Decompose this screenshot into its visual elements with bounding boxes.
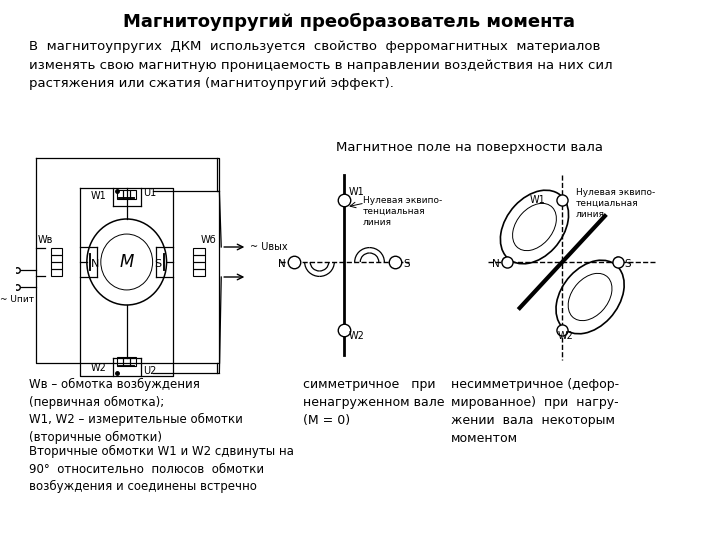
Bar (123, 356, 130, 366)
Text: ~ Uпит: ~ Uпит (0, 295, 35, 305)
Text: Магнитное поле на поверхности вала: Магнитное поле на поверхности вала (336, 141, 603, 154)
Text: W1: W1 (349, 187, 365, 197)
Text: U2: U2 (143, 366, 157, 376)
Bar (123, 190, 130, 199)
Bar (50, 269, 62, 276)
Text: Нулевая эквипо-
тенциальная
линия: Нулевая эквипо- тенциальная линия (576, 188, 655, 219)
Bar (50, 262, 62, 269)
Bar (130, 190, 137, 199)
Bar (117, 190, 123, 199)
Text: N: N (91, 259, 99, 269)
Text: W1: W1 (91, 191, 107, 201)
Text: Wв: Wв (37, 235, 53, 245)
Bar (50, 255, 62, 262)
Text: Нулевая эквипо-
тенциальная
линия: Нулевая эквипо- тенциальная линия (363, 196, 442, 227)
Text: W2: W2 (558, 331, 574, 341)
Bar (130, 356, 137, 366)
Text: W2: W2 (91, 363, 107, 373)
Bar (50, 248, 62, 255)
Text: U1: U1 (143, 188, 157, 198)
Text: W2: W2 (349, 331, 365, 341)
Text: N: N (492, 259, 500, 269)
Text: Магнитоупругий преобразователь момента: Магнитоупругий преобразователь момента (123, 13, 575, 31)
Text: M: M (120, 253, 134, 271)
Bar (117, 356, 123, 366)
Bar (194, 255, 204, 262)
Text: N: N (279, 259, 286, 269)
Text: симметричное   при
ненагруженном вале
(М = 0): симметричное при ненагруженном вале (М =… (303, 378, 444, 427)
Text: S: S (624, 259, 631, 269)
Text: ~ Uвых: ~ Uвых (250, 242, 287, 252)
Text: S: S (155, 259, 162, 269)
Text: Wб: Wб (200, 235, 216, 245)
Text: Wв – обмотка возбуждения
(первичная обмотка);
W1, W2 – измерительные обмотки
(вт: Wв – обмотка возбуждения (первичная обмо… (30, 378, 243, 444)
Bar (194, 248, 204, 255)
Text: Вторичные обмотки W1 и W2 сдвинуты на
90°  относительно  полюсов  обмотки
возбуж: Вторичные обмотки W1 и W2 сдвинуты на 90… (30, 445, 294, 493)
Bar (194, 269, 204, 276)
Text: несимметричное (дефор-
мированное)  при  нагру-
жении  вала  некоторым
моментом: несимметричное (дефор- мированное) при н… (451, 378, 619, 445)
Text: S: S (403, 259, 410, 269)
Bar (194, 262, 204, 269)
Text: В  магнитоупругих  ДКМ  используется  свойство  ферромагнитных  материалов
измен: В магнитоупругих ДКМ используется свойст… (30, 40, 613, 90)
Text: W1: W1 (530, 195, 546, 205)
